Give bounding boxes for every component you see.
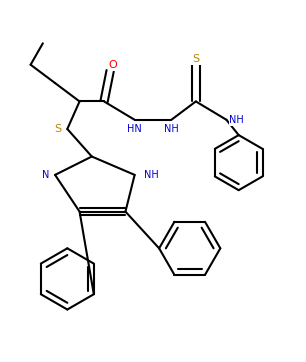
Text: NH: NH <box>230 115 244 125</box>
Text: HN: HN <box>127 124 142 134</box>
Text: S: S <box>192 54 200 64</box>
Text: N: N <box>42 170 49 180</box>
Text: O: O <box>109 60 118 70</box>
Text: NH: NH <box>164 124 179 134</box>
Text: NH: NH <box>144 170 159 180</box>
Text: S: S <box>54 124 61 134</box>
